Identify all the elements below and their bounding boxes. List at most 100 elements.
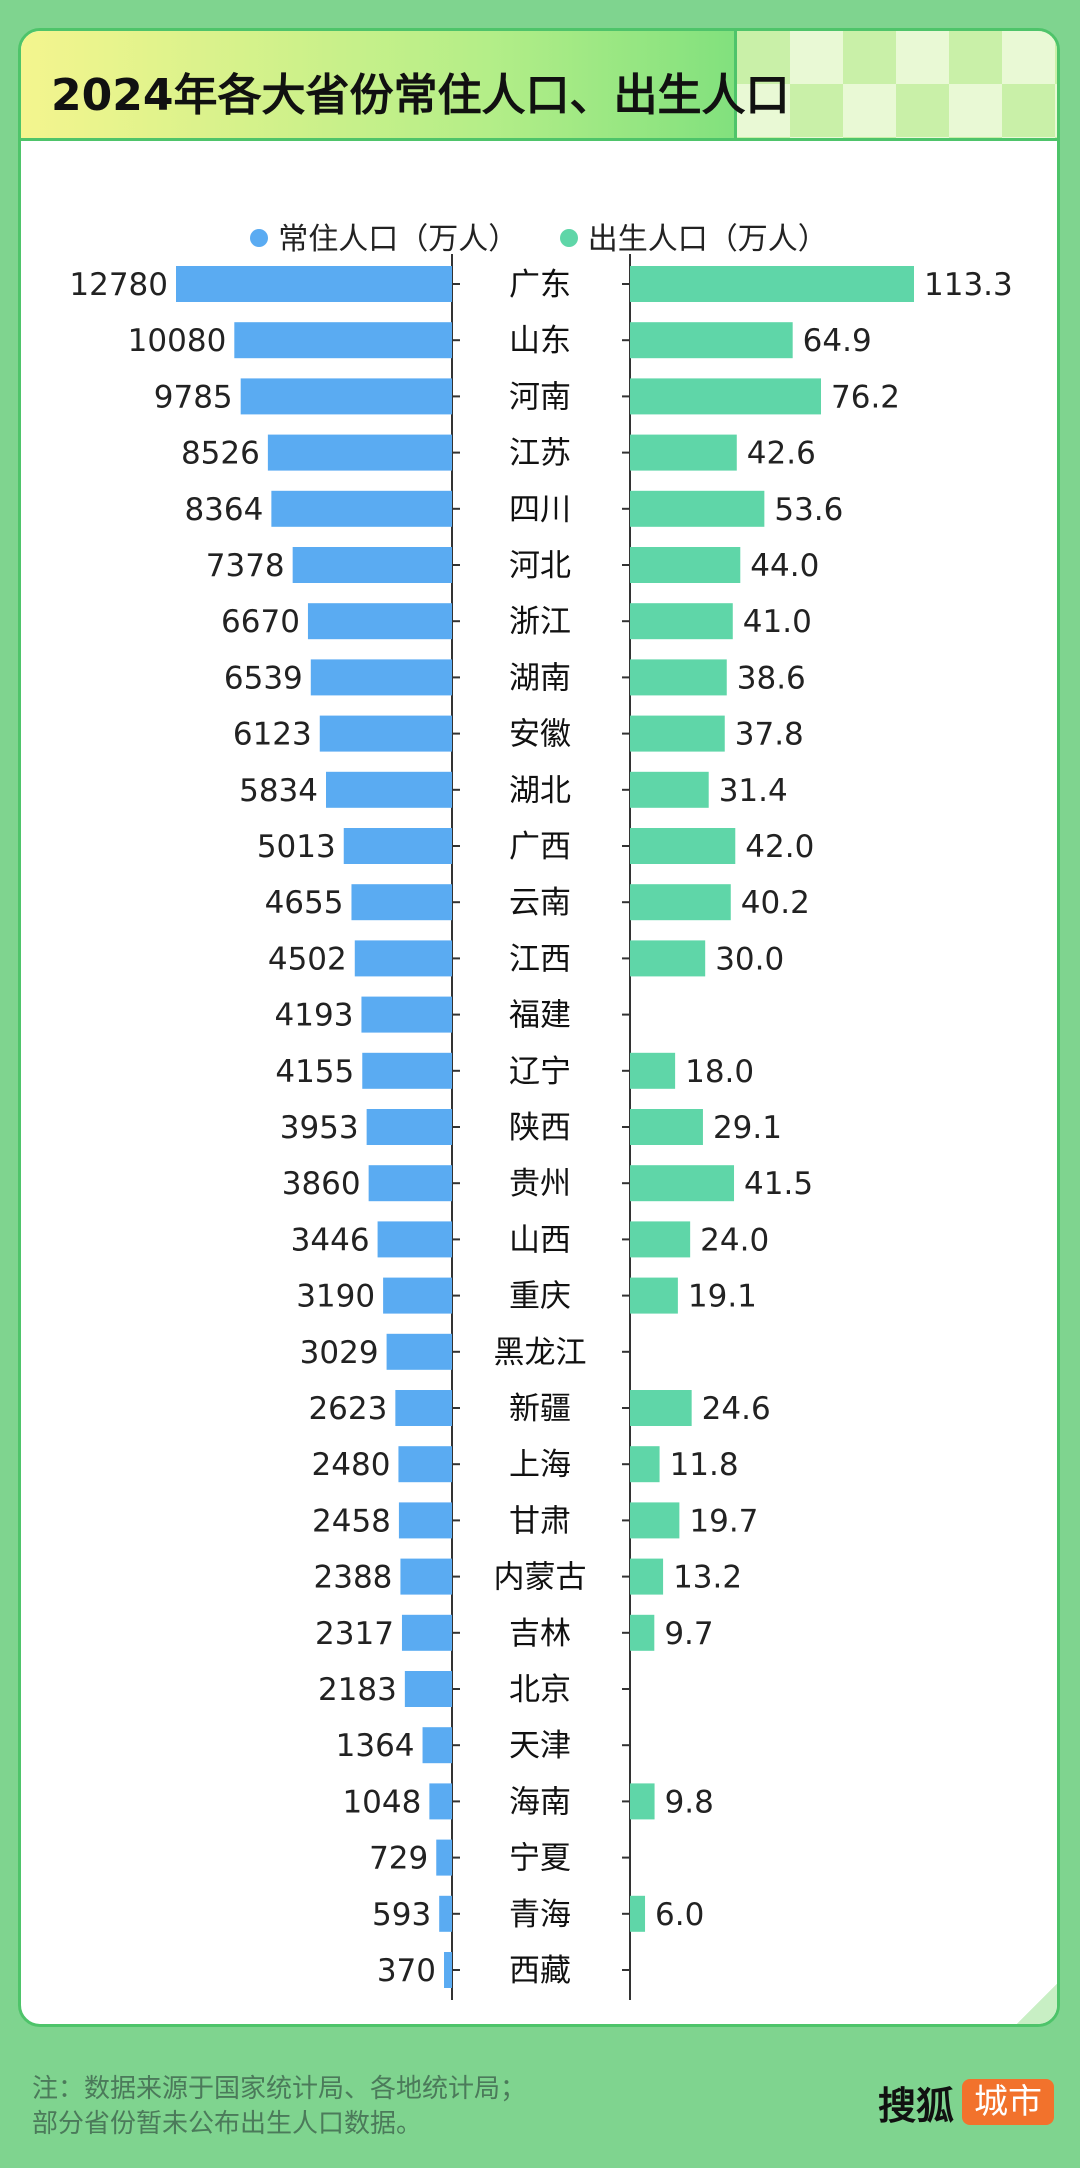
- resident-bar: [319, 715, 452, 752]
- resident-value-label: 7378: [206, 548, 285, 584]
- resident-bar: [176, 266, 452, 302]
- birth-value-label: 53.6: [774, 492, 843, 528]
- brand-name: 搜狐: [877, 2083, 954, 2128]
- province-label: 江西: [509, 941, 571, 977]
- resident-value-label: 3446: [291, 1222, 370, 1258]
- resident-value-label: 1364: [336, 1728, 415, 1764]
- province-label: 湖北: [509, 773, 571, 809]
- resident-value-label: 6539: [224, 660, 303, 696]
- resident-value-label: 1048: [342, 1784, 421, 1820]
- checker-decoration: [734, 31, 1057, 138]
- province-label: 浙江: [509, 604, 571, 640]
- birth-bar: [630, 434, 737, 471]
- birth-value-label: 30.0: [715, 941, 784, 977]
- footnote-line-1: 注：数据来源于国家统计局、各地统计局；: [32, 2074, 527, 2104]
- birth-bar: [630, 1502, 680, 1539]
- resident-bar: [400, 1558, 452, 1595]
- resident-bar: [383, 1277, 452, 1314]
- resident-value-label: 729: [369, 1841, 428, 1877]
- resident-value-label: 6123: [233, 717, 312, 753]
- resident-value-label: 2388: [314, 1560, 393, 1596]
- birth-bar: [630, 603, 733, 640]
- birth-value-label: 31.4: [719, 773, 788, 809]
- birth-value-label: 11.8: [670, 1447, 739, 1483]
- birth-bar: [630, 1614, 655, 1651]
- province-label: 海南: [509, 1784, 571, 1820]
- birth-bar: [630, 1221, 691, 1258]
- resident-bar: [395, 1390, 452, 1426]
- resident-bar: [354, 940, 452, 977]
- province-label: 天津: [509, 1728, 571, 1764]
- province-label: 北京: [509, 1672, 571, 1708]
- resident-value-label: 2317: [315, 1616, 394, 1652]
- province-label: 贵州: [509, 1166, 571, 1202]
- resident-bar: [436, 1839, 452, 1876]
- province-label: 河北: [509, 548, 571, 584]
- birth-bar: [630, 1109, 703, 1145]
- resident-value-label: 8364: [184, 492, 263, 528]
- resident-value-label: 5013: [257, 829, 336, 865]
- birth-value-label: 41.0: [743, 604, 812, 640]
- birth-bar: [630, 1558, 664, 1595]
- resident-value-label: 3029: [300, 1335, 379, 1371]
- birth-value-label: 42.6: [747, 436, 816, 472]
- resident-bar: [267, 434, 452, 471]
- resident-bar: [292, 547, 452, 583]
- resident-value-label: 3860: [282, 1166, 361, 1202]
- resident-value-label: 4502: [268, 941, 347, 977]
- resident-value-label: 3190: [296, 1279, 375, 1315]
- province-label: 广东: [509, 267, 571, 303]
- resident-value-label: 593: [372, 1897, 431, 1933]
- resident-value-label: 4655: [265, 885, 344, 921]
- resident-value-label: 9785: [154, 379, 233, 415]
- birth-value-label: 24.0: [700, 1222, 769, 1258]
- brand-logo: 搜狐 城市: [878, 2078, 1054, 2128]
- birth-value-label: 37.8: [735, 717, 804, 753]
- province-label: 青海: [509, 1897, 571, 1933]
- birth-value-label: 24.6: [702, 1391, 771, 1427]
- resident-value-label: 8526: [181, 436, 260, 472]
- resident-bar: [310, 659, 452, 696]
- footnote-line-2: 部分省份暂未公布出生人口数据。: [32, 2109, 423, 2139]
- resident-value-label: 10080: [128, 323, 227, 359]
- resident-value-label: 3953: [280, 1110, 359, 1146]
- birth-value-label: 38.6: [737, 660, 806, 696]
- birth-bar: [630, 1277, 678, 1314]
- resident-bar: [326, 771, 452, 808]
- province-label: 广西: [509, 829, 571, 865]
- resident-bar: [377, 1221, 452, 1258]
- resident-bar: [404, 1671, 452, 1707]
- birth-value-label: 9.7: [664, 1616, 713, 1652]
- birth-value-label: 76.2: [831, 379, 900, 415]
- province-label: 陕西: [509, 1110, 571, 1146]
- resident-value-label: 5834: [239, 773, 318, 809]
- resident-value-label: 2458: [312, 1503, 391, 1539]
- legend-dot-resident: [250, 228, 269, 247]
- brand-tag: 城市: [962, 2079, 1054, 2125]
- province-label: 湖南: [509, 660, 571, 696]
- province-label: 宁夏: [509, 1841, 571, 1877]
- province-label: 江苏: [509, 436, 571, 472]
- birth-value-label: 44.0: [750, 548, 819, 584]
- resident-value-label: 2183: [318, 1672, 397, 1708]
- birth-value-label: 13.2: [673, 1560, 742, 1596]
- resident-value-label: 2623: [308, 1391, 387, 1427]
- birth-value-label: 29.1: [713, 1110, 782, 1146]
- resident-value-label: 370: [377, 1953, 436, 1989]
- birth-value-label: 19.1: [688, 1279, 757, 1315]
- birth-bar: [630, 378, 822, 415]
- legend-label-resident: 常住人口（万人）: [278, 222, 519, 257]
- legend-label-birth: 出生人口（万人）: [587, 222, 828, 257]
- birth-bar: [630, 828, 736, 864]
- birth-value-label: 6.0: [655, 1897, 704, 1933]
- birth-bar: [630, 1783, 655, 1820]
- resident-bar: [271, 490, 452, 527]
- birth-bar: [630, 547, 741, 583]
- birth-bar: [630, 659, 727, 696]
- legend-dot-birth: [559, 228, 578, 247]
- resident-bar: [362, 1052, 452, 1089]
- resident-bar: [366, 1109, 452, 1145]
- legend-item-resident: 常住人口（万人）: [250, 214, 518, 258]
- resident-bar: [422, 1727, 452, 1764]
